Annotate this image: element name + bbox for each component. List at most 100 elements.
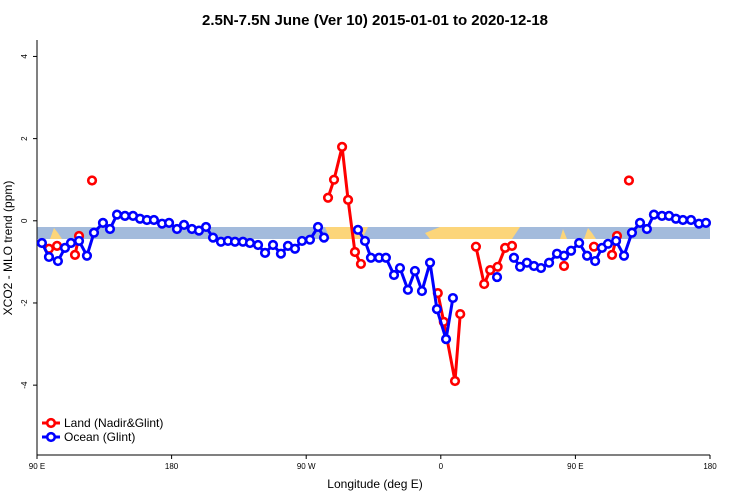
point (641, 223, 652, 235)
point (623, 175, 635, 186)
point (259, 247, 271, 258)
point (648, 209, 660, 220)
point (355, 258, 367, 270)
legend-marker (45, 431, 57, 443)
point (207, 232, 219, 243)
point (52, 255, 64, 267)
point (349, 246, 361, 258)
point (148, 214, 160, 226)
point (111, 209, 123, 220)
legend-marker (45, 417, 57, 429)
point (685, 214, 697, 226)
y-tick-label: 4 (20, 54, 29, 59)
point (618, 250, 630, 261)
y-tick-label: 0 (20, 218, 29, 223)
point (514, 261, 526, 272)
point (267, 239, 279, 251)
point (479, 278, 490, 290)
point (336, 141, 348, 152)
point (312, 221, 324, 233)
point (447, 292, 459, 304)
point (491, 271, 503, 283)
point (449, 375, 461, 387)
point (590, 255, 601, 267)
y-axis-label: XCO2 - MLO trend (ppm) (1, 181, 15, 316)
point (700, 217, 712, 228)
point (440, 334, 452, 345)
point (416, 285, 428, 297)
point (73, 235, 85, 247)
point (36, 237, 48, 249)
x-tick-label: 0 (439, 462, 444, 471)
point (328, 174, 340, 185)
point (380, 252, 392, 263)
point (492, 261, 503, 272)
x-tick-label: 180 (165, 462, 179, 471)
point (409, 265, 421, 277)
point (506, 240, 518, 251)
point (424, 257, 436, 268)
point (119, 210, 131, 221)
point (581, 250, 593, 261)
y-tick-label: -2 (20, 299, 29, 307)
x-axis-label: Longitude (deg E) (327, 477, 422, 491)
point (543, 257, 555, 268)
point (97, 217, 109, 228)
point (244, 237, 256, 249)
chart-title: 2.5N-7.5N June (Ver 10) 2015-01-01 to 20… (202, 12, 548, 29)
point (634, 217, 646, 228)
point (610, 235, 622, 247)
x-tick-label: 90 W (297, 462, 316, 471)
point (342, 194, 354, 205)
point (43, 251, 55, 263)
point (289, 243, 301, 254)
point (296, 235, 308, 247)
point (178, 219, 190, 231)
point (163, 217, 175, 228)
point (470, 241, 482, 252)
y-tick-label: 2 (20, 136, 29, 141)
legend-label: Ocean (Glint) (64, 430, 135, 444)
point (359, 235, 371, 247)
point (200, 221, 212, 233)
point (51, 240, 63, 251)
point (431, 304, 443, 315)
ocean-band (37, 227, 710, 239)
x-tick-label: 90 E (567, 462, 583, 471)
y-tick-label: -4 (20, 381, 29, 389)
point (88, 227, 100, 238)
point (565, 245, 577, 256)
point (558, 250, 570, 261)
legend-label: Land (Nadir&Glint) (64, 416, 163, 430)
point (606, 249, 618, 260)
point (508, 252, 520, 263)
point (558, 260, 570, 272)
point (602, 238, 614, 249)
point (86, 175, 98, 186)
point (352, 224, 364, 235)
point (171, 223, 183, 235)
x-tick-label: 90 E (29, 462, 45, 471)
point (677, 214, 689, 226)
point (229, 236, 241, 247)
point (626, 227, 638, 238)
x-tick-label: 180 (703, 462, 717, 471)
point (322, 192, 334, 203)
point (394, 262, 406, 274)
point (402, 284, 413, 295)
point (588, 241, 600, 252)
point (81, 250, 93, 261)
point (275, 248, 287, 259)
point (65, 237, 77, 249)
point (388, 269, 400, 281)
point (318, 232, 330, 243)
point (365, 252, 377, 263)
point (304, 234, 316, 245)
point (574, 237, 585, 249)
point (535, 262, 547, 274)
point (104, 223, 116, 235)
point (252, 239, 264, 251)
point (69, 249, 81, 260)
point (455, 308, 466, 320)
